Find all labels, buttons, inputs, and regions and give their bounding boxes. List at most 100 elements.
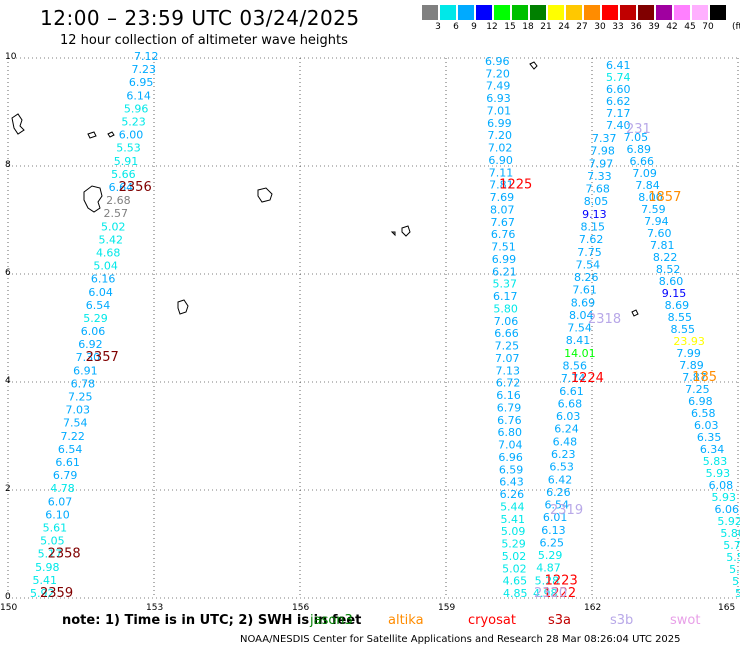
wave-height-value: 4.68 [96,246,121,259]
legend-label: 33 [612,22,624,32]
wave-height-value: 6.66 [629,155,654,168]
longitude-tick: 159 [438,603,456,613]
wave-height-value: 6.80 [498,426,522,439]
wave-height-value: 6.99 [492,253,516,266]
wave-height-value: 6.25 [540,536,565,549]
wave-height-value: 7.54 [63,417,88,430]
wave-height-value: 5.02 [101,220,126,233]
wave-height-value: 5.80 [720,527,740,540]
wave-height-value: 6.60 [606,83,631,96]
wave-height-value: 6.76 [497,414,522,427]
wave-height-value: 5.29 [538,549,563,562]
wave-height-value: 5.17 [38,548,63,561]
wave-height-value: 7.04 [498,439,523,452]
legend-swatch [620,5,636,20]
legend-label: 21 [540,22,552,32]
wave-height-value: 8.52 [656,263,681,276]
wave-height-value: 7.81 [650,239,675,252]
wave-height-value: 6.34 [700,443,725,456]
wave-height-value: 6.79 [53,469,78,482]
wave-height-value: 7.68 [585,183,610,196]
legend-swatch [710,5,726,20]
wave-height-value: 6.08 [709,479,734,492]
island-outline [401,225,411,237]
time-label: 1857 [648,190,681,205]
wave-height-value: 7.49 [486,80,511,93]
wave-height-value: 7.25 [495,340,520,353]
wave-height-value: 8.26 [574,271,599,284]
wave-height-value: 5.41 [500,513,525,526]
legend-label: 39 [648,22,660,32]
wave-height-value: 6.76 [491,228,516,241]
wave-height-value: 6.10 [45,508,70,521]
wave-height-value: 6.61 [55,456,80,469]
wave-height-value: 6.91 [73,364,98,377]
wave-height-value: 6.93 [486,92,511,105]
time-label: 2359 [40,586,73,601]
time-label: 185 [692,370,717,385]
legend-label: 12 [486,22,498,32]
wave-height-value: 4.78 [50,482,74,495]
wave-height-value: 7.23 [131,63,156,76]
legend-swatch [638,5,654,20]
island-outline [83,185,103,213]
wave-height-value: 6.26 [500,488,524,501]
satellite-legend-altika: altika [388,613,424,628]
wave-height-value: 7.05 [624,131,649,144]
wave-height-value: 7.87 [682,371,707,384]
track-labels: 7.127.236.956.145.965.236.005.535.915.66… [30,50,740,601]
wave-height-value: 2.68 [106,194,131,207]
wave-height-value: 5.80 [493,302,517,315]
wave-height-value: 5.05 [40,535,65,548]
wave-height-value: 5.61 [43,522,67,535]
wave-height-value: 9.15 [662,287,687,300]
wave-height-value: 8.41 [566,334,591,347]
wave-height-value: 7.22 [60,430,85,443]
latitude-tick: 4 [5,376,11,386]
legend-label: 6 [453,22,459,32]
island-outline [257,187,273,203]
wave-height-value: 7.51 [491,241,515,254]
land-outlines [11,61,639,317]
page-subtitle: 12 hour collection of altimeter wave hei… [60,33,348,48]
wave-height-value: 6.78 [71,377,96,390]
wave-height-value: 8.60 [659,275,684,288]
swot-time-label: 231 [626,122,651,137]
wave-height-value: 7.33 [587,170,612,183]
wave-height-value: 5.5 [726,551,740,564]
longitude-tick: 156 [292,603,310,613]
wave-height-value: 2.57 [104,207,129,220]
legend-swatch [566,5,582,20]
wave-height-value: 5.23 [121,115,146,128]
wave-height-value: 6.48 [553,435,578,448]
wave-height-value: 6.54 [86,299,111,312]
wave-height-value: 5.3 [729,563,740,576]
map-grid [7,57,739,599]
legend-swatch [584,5,600,20]
legend-label: 70 [702,22,714,32]
wave-height-value: 7.99 [676,347,701,360]
latitude-tick: 10 [5,52,17,62]
wave-height-value: 8.56 [563,360,588,373]
wave-height-value: 5.53 [116,142,140,155]
wave-height-value: 6.59 [499,463,524,476]
legend-label: 24 [558,22,570,32]
wave-height-value: 6.14 [126,89,151,102]
legend-swatch [530,5,546,20]
wave-height-value: 7.69 [490,191,514,204]
satellite-legend-jason3: jason3 [310,613,353,628]
wave-height-value: 7.94 [644,215,669,228]
note-prefix: note: 1) Time is in UTC; 2) SWH is in fe… [62,613,362,628]
wave-height-value: 14.01 [564,347,596,360]
satellite-legend-s3b: s3b [610,613,634,628]
wave-height-value: 6.64 [109,181,134,194]
wave-height-value: 8.05 [584,195,609,208]
wave-height-value: 7.60 [647,227,672,240]
legend-swatch [458,5,474,20]
legend-label: 15 [504,22,516,32]
wave-height-value: 7.07 [495,352,520,365]
wave-height-value: 7.54 [576,258,601,271]
wave-height-value: 6.89 [627,143,652,156]
legend-label: 18 [522,22,534,32]
